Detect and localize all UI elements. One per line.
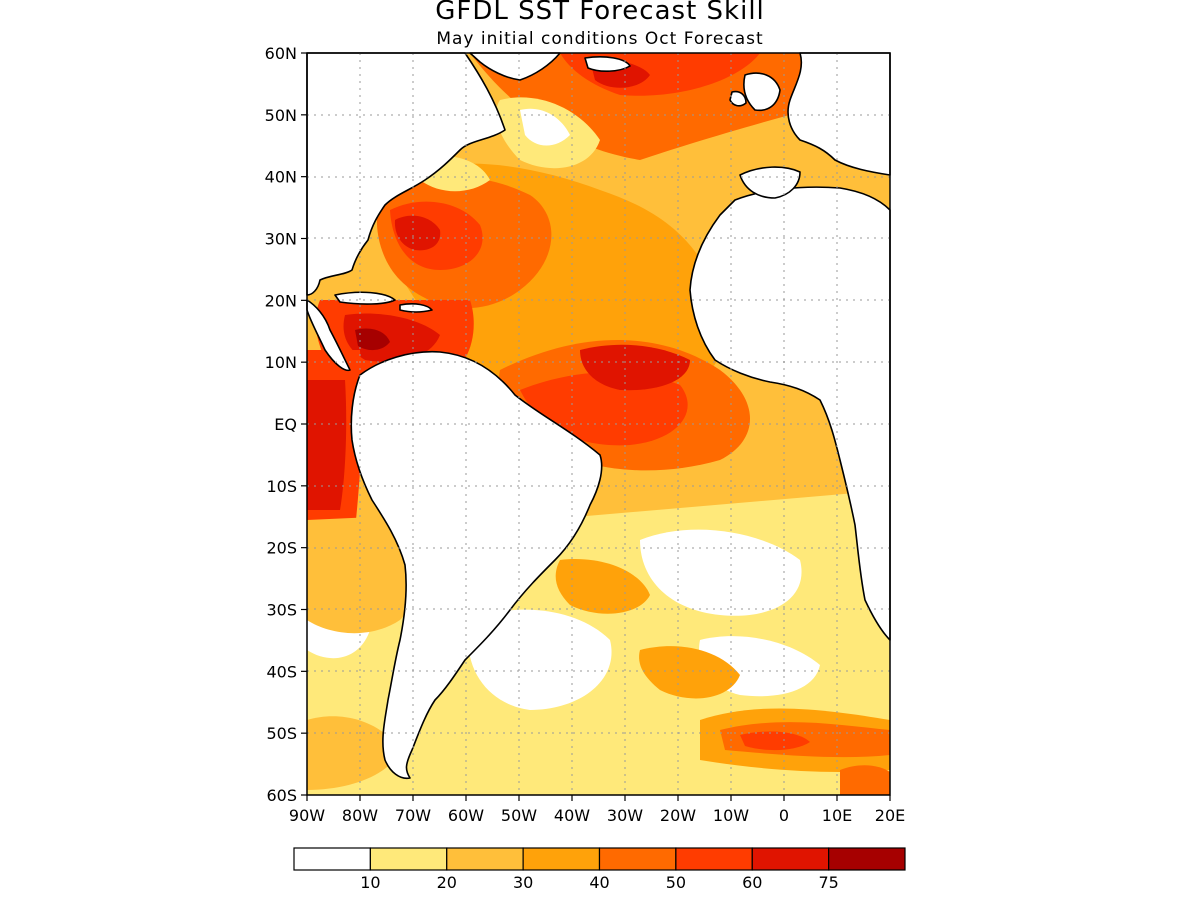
colorbar-swatch [675,847,753,871]
skill-so-sw [307,716,400,790]
colorbar-swatch [522,847,601,871]
central-america-land [306,299,351,372]
colorbar-swatch [751,847,830,871]
europe-land [787,52,891,176]
lat-tick-label: 10N [265,353,297,372]
colorbar-label: 40 [589,873,609,892]
skill-na-low2 [520,108,570,146]
colorbar-swatch [293,847,371,871]
skill-eq-belt-darkest [580,344,690,391]
lon-tick-label: 10W [713,806,749,825]
lat-tick-label: 20S [266,539,297,558]
map-subtitle: May initial conditions Oct Forecast [436,29,764,49]
ireland-island [729,90,747,107]
skill-sa-white1 [468,609,612,710]
longitude-axis: 90W 80W 70W 60W 50W 40W 30W 20W 10W 0 10E 20E [289,795,905,825]
iberia-land [739,166,801,199]
colorbar-swatch [446,847,524,871]
lon-tick-label: 10E [822,806,852,825]
lon-tick-label: 20W [660,806,696,825]
skill-sa-orange2 [639,646,740,699]
greenland-land [469,52,561,81]
latitude-axis: 60N 50N 40N 30N 20N 10N EQ 10S 20S 30S 40S 50S 60S [265,44,307,805]
map-title: GFDL SST Forecast Skill [435,0,765,26]
british-isles [743,72,781,112]
north-america-land [306,52,506,296]
colorbar-swatch [598,847,677,871]
skill-so-se [840,765,890,795]
caribbean-islands [334,291,396,305]
lat-tick-label: 50N [265,106,297,125]
skill-sa-orange3 [307,515,424,634]
lat-tick-label: 50S [266,724,297,743]
south-america-land [350,350,603,780]
lat-tick-label: 10S [266,477,297,496]
hispaniola-island [399,303,433,313]
skill-carib-darkest [355,328,390,351]
lat-tick-label: 60N [265,44,297,63]
colorbar-label: 20 [437,873,457,892]
lon-tick-label: 70W [395,806,431,825]
lat-tick-label: 60S [266,786,297,805]
lat-tick-label: 40N [265,168,297,187]
skill-sa-white2 [640,529,802,616]
lat-tick-label: 30S [266,601,297,620]
lon-tick-label: 0 [779,806,789,825]
colorbar-legend: 10 20 30 40 50 60 75 [293,847,906,892]
lon-tick-label: 90W [289,806,325,825]
lon-tick-label: 50W [501,806,537,825]
colorbar-label: 30 [513,873,533,892]
skill-epac-dark [307,380,347,510]
colorbar-label: 50 [666,873,686,892]
lon-tick-label: 20E [875,806,905,825]
skill-sa-orange1 [555,559,650,614]
lat-tick-label: 40S [266,662,297,681]
grid-lines [307,53,890,795]
lat-tick-label: 20N [265,291,297,310]
skill-carib-dark [343,313,440,362]
skill-na-darkest [394,215,441,251]
colorbar-label: 10 [360,873,380,892]
colorbar-swatch [369,847,448,871]
colorbar-swatch [828,847,906,871]
colorbar-label: 75 [818,873,838,892]
colorbar-label: 60 [742,873,762,892]
lon-tick-label: 30W [607,806,643,825]
lat-tick-label: 30N [265,230,297,249]
skill-so-dark [740,731,810,751]
lon-tick-label: 80W [342,806,378,825]
lon-tick-label: 60W [448,806,484,825]
iceland-island [584,56,631,72]
lat-tick-label: EQ [274,415,297,434]
lon-tick-label: 40W [554,806,590,825]
